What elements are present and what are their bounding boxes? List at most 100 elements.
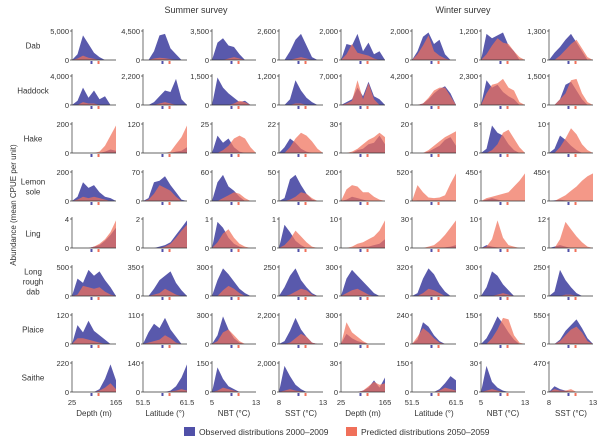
predicted-mean-marker [437,297,440,300]
x-axis-label: SST (°C) [555,409,587,418]
y-tick-label-zero: 0 [136,340,140,349]
species-label: Plaice [22,326,44,335]
observed-mean-marker [161,345,164,348]
predicted-mean-marker [574,106,577,109]
predicted-mean-marker [237,106,240,109]
observed-mean-marker [161,249,164,252]
observed-mean-marker [230,154,233,157]
predicted-mean-marker [237,297,240,300]
observed-area [279,80,323,105]
y-tick-label-zero: 0 [272,292,276,301]
y-tick-label-zero: 0 [542,244,546,253]
observed-mean-marker [297,202,300,205]
observed-mean-marker [161,106,164,109]
y-tick-label-zero: 0 [65,197,69,206]
x-tick-label: 165 [379,398,392,407]
y-tick-label-max: 4,200 [390,72,409,81]
y-tick-label-zero: 0 [65,244,69,253]
y-tick-label-zero: 0 [272,388,276,397]
predicted-area [549,78,593,105]
predicted-area [279,57,323,60]
y-tick-label-max: 4,000 [50,72,69,81]
predicted-mean-marker [304,202,307,205]
y-tick-label-zero: 0 [136,149,140,158]
y-tick-label-zero: 0 [272,149,276,158]
y-tick-label-zero: 0 [405,244,409,253]
observed-mean-marker [161,202,164,205]
observed-mean-marker [567,297,570,300]
y-tick-label-max: 150 [396,359,409,368]
x-tick-label: 13 [319,398,327,407]
y-axis-label: Abundance (mean CPUE per unit) [9,144,18,266]
predicted-area [549,389,593,392]
y-tick-label-max: 10 [538,120,546,129]
observed-mean-marker [90,249,93,252]
y-tick-label-max: 450 [533,168,546,177]
observed-mean-marker [499,393,502,396]
predicted-area [481,220,525,248]
predicted-mean-marker [366,106,369,109]
observed-mean-marker [567,393,570,396]
predicted-area [72,383,116,392]
x-tick-label: 61.5 [449,398,464,407]
y-tick-label-zero: 0 [334,149,338,158]
observed-mean-marker [297,61,300,64]
x-tick-label: 25 [337,398,345,407]
species-label: Haddock [17,87,50,96]
y-tick-label-zero: 0 [136,101,140,110]
predicted-mean-marker [506,202,509,205]
y-tick-label-zero: 0 [474,101,478,110]
observed-area [212,367,256,392]
predicted-area [143,102,187,105]
y-tick-label-max: 1,500 [527,72,546,81]
y-tick-label-max: 2,000 [390,27,409,36]
predicted-area [72,285,116,296]
y-tick-label-max: 22 [268,120,276,129]
observed-mean-marker [430,249,433,252]
predicted-area [341,44,385,60]
predicted-mean-marker [237,202,240,205]
predicted-area [412,220,456,248]
y-tick-label-zero: 0 [334,340,338,349]
observed-area [549,386,593,392]
y-tick-label-zero: 0 [65,101,69,110]
predicted-mean-marker [304,393,307,396]
predicted-mean-marker [168,297,171,300]
legend-label-predicted: Predicted distributions 2050–2059 [361,427,490,437]
observed-area [279,317,323,344]
observed-area [143,78,187,105]
observed-area [212,174,256,201]
y-tick-label-max: 200 [56,120,69,129]
predicted-area [212,135,256,153]
observed-mean-marker [230,202,233,205]
observed-area [279,33,323,60]
observed-area [341,269,385,296]
predicted-mean-marker [97,249,100,252]
y-tick-label-zero: 0 [474,244,478,253]
observed-mean-marker [359,297,362,300]
observed-mean-marker [567,345,570,348]
y-tick-label-max: 1,500 [190,72,209,81]
predicted-area [72,102,116,105]
y-tick-label-zero: 0 [272,340,276,349]
observed-mean-marker [230,297,233,300]
observed-mean-marker [297,249,300,252]
predicted-mean-marker [574,249,577,252]
y-tick-label-max: 150 [465,311,478,320]
observed-area [143,33,187,60]
x-tick-label: 5 [210,398,214,407]
observed-mean-marker [430,106,433,109]
observed-mean-marker [359,249,362,252]
predicted-area [549,173,593,201]
observed-mean-marker [161,393,164,396]
legend-swatch-predicted [346,427,357,436]
observed-area [72,182,116,201]
predicted-mean-marker [437,154,440,157]
y-tick-label-max: 120 [127,120,140,129]
y-tick-label-zero: 0 [405,340,409,349]
observed-mean-marker [499,297,502,300]
predicted-area [549,39,593,60]
predicted-area [549,326,593,344]
predicted-mean-marker [574,154,577,157]
